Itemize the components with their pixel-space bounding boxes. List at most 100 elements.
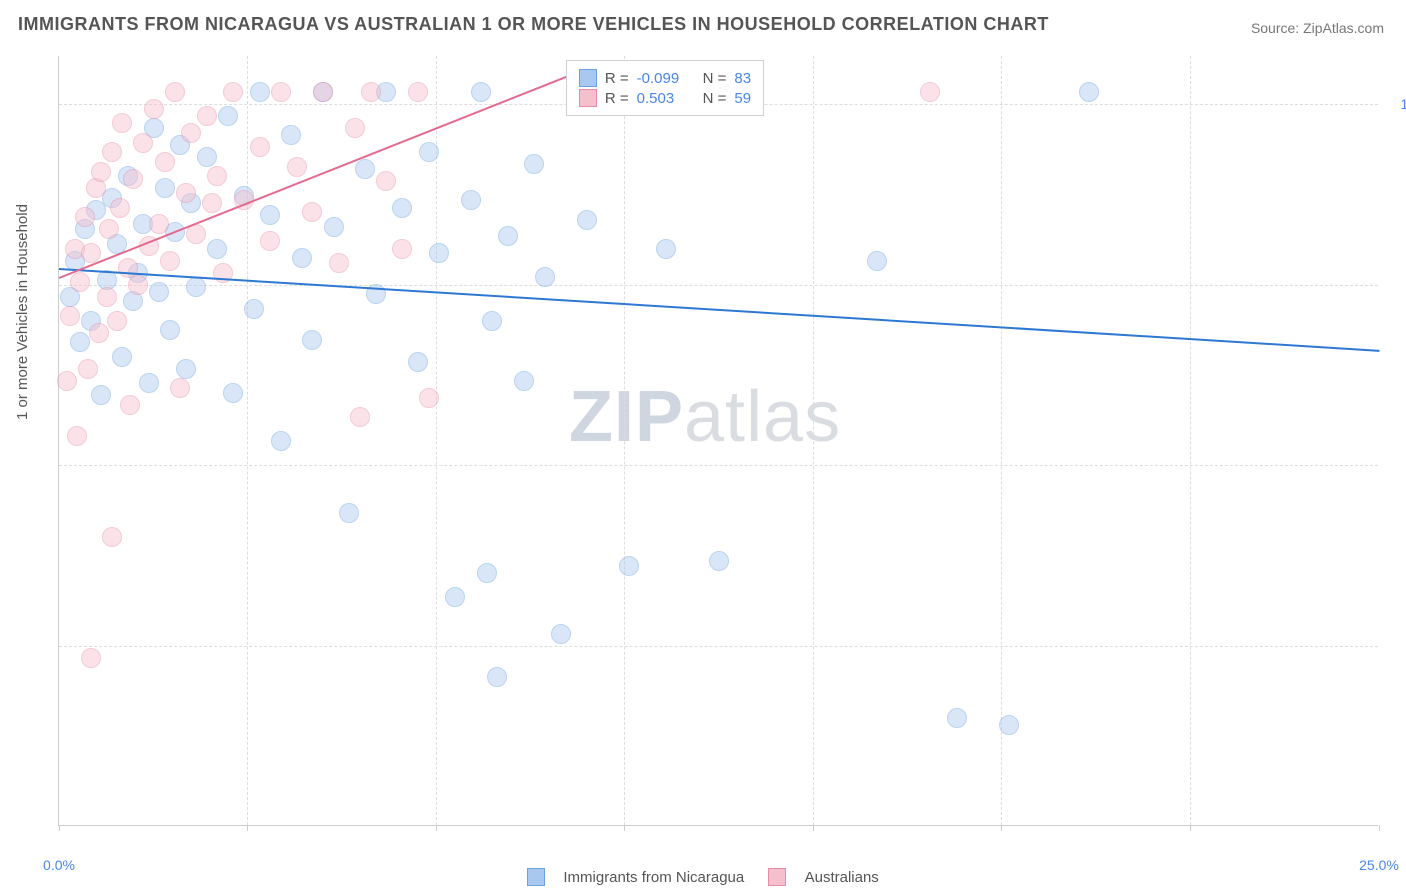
point-nicaragua (619, 556, 639, 576)
point-nicaragua (355, 159, 375, 179)
y-tick-label: 92.5% (1388, 277, 1406, 293)
x-tick-mark (247, 825, 248, 831)
point-nicaragua (207, 239, 227, 259)
point-australians (408, 82, 428, 102)
point-australians (81, 648, 101, 668)
point-australians (271, 82, 291, 102)
point-australians (102, 142, 122, 162)
x-tick-mark (436, 825, 437, 831)
point-nicaragua (271, 431, 291, 451)
point-nicaragua (551, 624, 571, 644)
point-australians (102, 527, 122, 547)
point-nicaragua (429, 243, 449, 263)
x-tick-mark (59, 825, 60, 831)
legend-n-label: N = (703, 90, 727, 107)
legend-r-label: R = (605, 70, 629, 87)
point-australians (350, 407, 370, 427)
point-nicaragua (281, 125, 301, 145)
point-nicaragua (218, 106, 238, 126)
point-nicaragua (112, 347, 132, 367)
x-tick-mark (1190, 825, 1191, 831)
point-nicaragua (445, 587, 465, 607)
point-australians (260, 231, 280, 251)
point-nicaragua (498, 226, 518, 246)
point-australians (70, 272, 90, 292)
point-australians (181, 123, 201, 143)
point-nicaragua (149, 282, 169, 302)
gridline-horizontal (59, 646, 1378, 647)
gridline-vertical (247, 56, 248, 825)
point-australians (133, 133, 153, 153)
point-nicaragua (524, 154, 544, 174)
point-australians (223, 82, 243, 102)
point-nicaragua (176, 359, 196, 379)
point-nicaragua (324, 217, 344, 237)
point-australians (345, 118, 365, 138)
legend-r-value: 0.503 (637, 90, 695, 107)
gridline-horizontal (59, 285, 1378, 286)
point-nicaragua (392, 198, 412, 218)
point-australians (67, 426, 87, 446)
watermark-zip: ZIP (569, 377, 684, 457)
y-axis-label: 1 or more Vehicles in Household (14, 204, 31, 420)
point-australians (361, 82, 381, 102)
legend-r-value: -0.099 (637, 70, 695, 87)
legend-top: R = -0.099 N = 83 R = 0.503 N = 59 (566, 60, 764, 116)
y-tick-label: 85.0% (1388, 457, 1406, 473)
point-australians (123, 169, 143, 189)
y-tick-label: 77.5% (1388, 638, 1406, 654)
legend-n-value: 59 (734, 90, 751, 107)
point-nicaragua (577, 210, 597, 230)
point-nicaragua (482, 311, 502, 331)
point-nicaragua (250, 82, 270, 102)
point-australians (202, 193, 222, 213)
point-australians (112, 113, 132, 133)
y-tick-label: 100.0% (1388, 96, 1406, 112)
legend-n-label: N = (703, 70, 727, 87)
point-australians (78, 359, 98, 379)
point-australians (197, 106, 217, 126)
point-nicaragua (302, 330, 322, 350)
point-nicaragua (1079, 82, 1099, 102)
legend-row-nicaragua: R = -0.099 N = 83 (579, 69, 751, 87)
source-name: ZipAtlas.com (1303, 20, 1384, 36)
legend-r-label: R = (605, 90, 629, 107)
gridline-vertical (436, 56, 437, 825)
x-tick-mark (1379, 825, 1380, 831)
point-australians (176, 183, 196, 203)
point-australians (91, 162, 111, 182)
legend-n-value: 83 (734, 70, 751, 87)
point-australians (97, 287, 117, 307)
point-australians (313, 82, 333, 102)
point-australians (99, 219, 119, 239)
point-nicaragua (339, 503, 359, 523)
point-nicaragua (419, 142, 439, 162)
x-tick-mark (624, 825, 625, 831)
plot-area: ZIPatlas 100.0%92.5%85.0%77.5%0.0%25.0%R… (58, 56, 1378, 826)
point-nicaragua (70, 332, 90, 352)
point-nicaragua (656, 239, 676, 259)
point-nicaragua (186, 277, 206, 297)
legend-row-australians: R = 0.503 N = 59 (579, 89, 751, 107)
point-nicaragua (155, 178, 175, 198)
point-australians (920, 82, 940, 102)
point-nicaragua (487, 667, 507, 687)
point-australians (287, 157, 307, 177)
point-australians (120, 395, 140, 415)
point-australians (170, 378, 190, 398)
gridline-vertical (1190, 56, 1191, 825)
point-nicaragua (260, 205, 280, 225)
point-australians (165, 82, 185, 102)
legend-bottom: Immigrants from Nicaragua Australians (0, 868, 1406, 886)
gridline-vertical (624, 56, 625, 825)
point-nicaragua (471, 82, 491, 102)
x-tick-mark (1001, 825, 1002, 831)
point-nicaragua (999, 715, 1019, 735)
point-australians (107, 311, 127, 331)
chart-title: IMMIGRANTS FROM NICARAGUA VS AUSTRALIAN … (18, 14, 1049, 35)
legend-label-australians: Australians (805, 869, 879, 886)
point-australians (144, 99, 164, 119)
point-nicaragua (139, 373, 159, 393)
watermark: ZIPatlas (569, 376, 841, 458)
point-nicaragua (292, 248, 312, 268)
